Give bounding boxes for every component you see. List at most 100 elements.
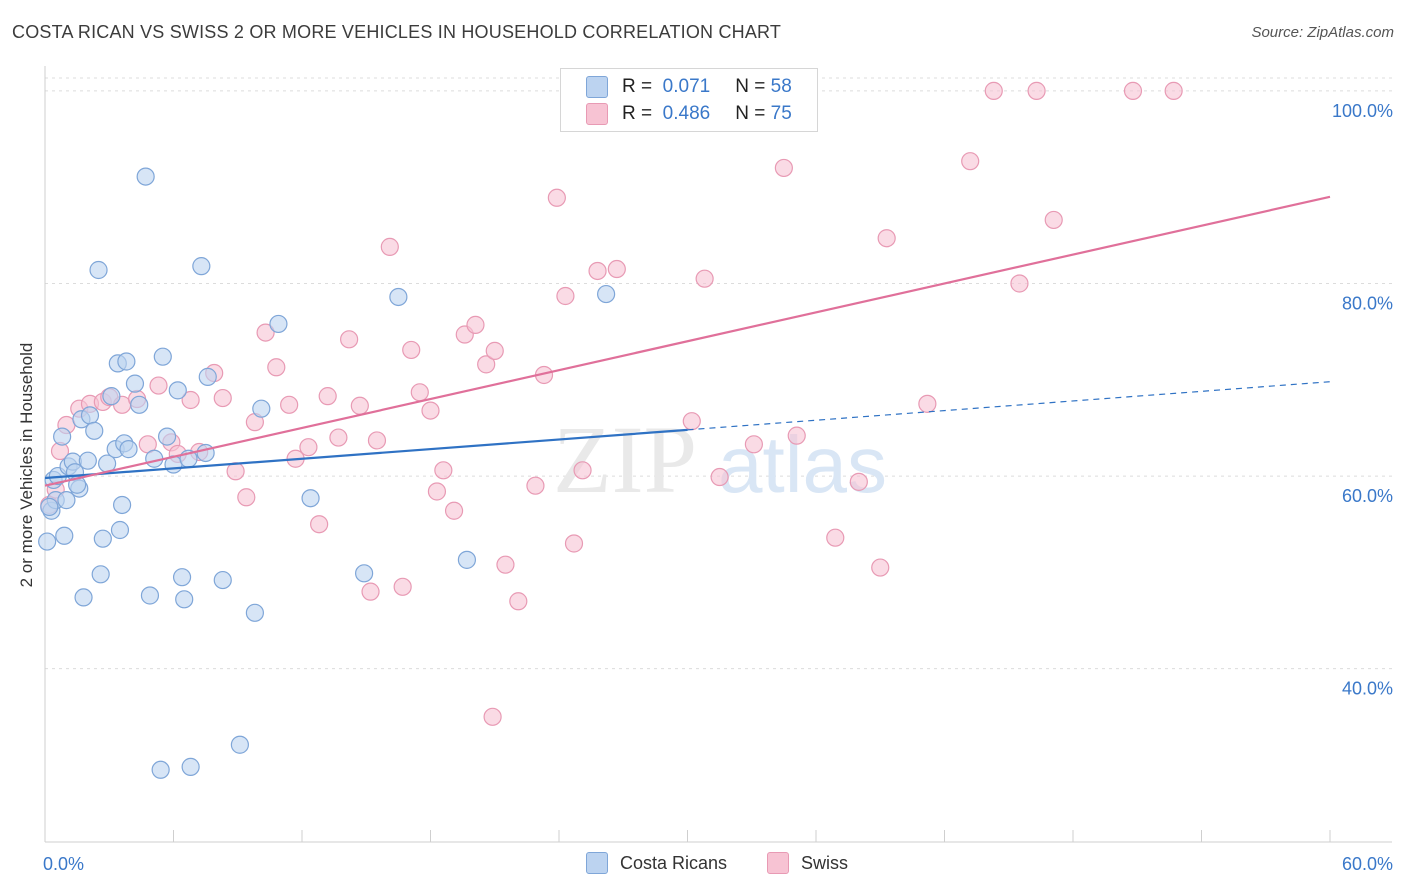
swiss-point — [267, 358, 286, 377]
swiss-point — [961, 152, 980, 171]
costa-rican-point — [157, 427, 177, 446]
costa-rican-point — [102, 387, 121, 406]
costa-rican-point — [91, 565, 110, 584]
swiss-point — [434, 461, 453, 480]
watermark: ZIP atlas — [553, 406, 887, 513]
costa-rican-point — [245, 603, 264, 622]
r-value: 0.486 — [662, 103, 711, 124]
costa-rican-point — [389, 287, 408, 307]
swiss-point — [421, 401, 440, 420]
costa-rican-point — [38, 532, 57, 551]
source-label: Source: ZipAtlas.com — [1251, 24, 1394, 41]
costa-rican-point — [55, 526, 74, 545]
swiss-point — [256, 323, 275, 342]
costa-rican-point — [153, 347, 172, 366]
costa-rican-point — [196, 443, 215, 463]
swiss-point — [564, 534, 584, 553]
swiss-point — [526, 476, 545, 495]
swiss-trend-line — [44, 195, 1331, 487]
costa-rican-point — [269, 314, 288, 334]
series-legend: Costa Ricans Swiss — [0, 852, 1406, 878]
swiss-point — [573, 461, 592, 480]
n-label: N = — [735, 76, 766, 97]
swiss-point — [340, 330, 359, 349]
swiss-point — [466, 315, 485, 334]
swiss-point — [918, 394, 937, 413]
swiss-point — [509, 592, 528, 611]
gridlines — [45, 77, 1392, 670]
swiss-point — [607, 259, 626, 279]
swiss-point — [237, 488, 256, 507]
costa-rican-point — [175, 590, 194, 609]
costa-rican-point — [125, 374, 145, 393]
swiss-point — [547, 188, 566, 207]
costa-rican-point — [213, 570, 232, 590]
costa-rican-point — [168, 381, 187, 400]
costa-rican-point — [112, 495, 132, 515]
costa-rican-point — [151, 760, 170, 779]
swiss-point — [695, 269, 714, 288]
swiss-point — [367, 431, 387, 450]
swiss-point — [871, 558, 890, 577]
chart-title: COSTA RICAN VS SWISS 2 OR MORE VEHICLES … — [12, 22, 782, 42]
r-label: R = — [622, 103, 653, 124]
swiss-point — [849, 472, 868, 491]
costa-rican-point — [93, 529, 112, 548]
legend-item-swiss[interactable]: Swiss — [767, 852, 848, 874]
swiss-point — [410, 383, 429, 402]
swiss-point — [1164, 81, 1183, 100]
swiss-point — [787, 426, 806, 445]
swiss-point — [1044, 210, 1063, 230]
costa-rican-point — [80, 406, 100, 425]
swiss-point — [427, 482, 447, 501]
costa-rican-point — [181, 757, 200, 776]
costa-rican-point — [85, 421, 104, 440]
costa-rican-point — [74, 588, 93, 607]
swiss-point — [444, 501, 464, 520]
swiss-point — [877, 229, 896, 248]
x-tick-label: 0.0% — [43, 854, 84, 874]
swiss-point — [477, 355, 496, 374]
stats-row-swiss: R = 0.486 N = 75 — [586, 101, 792, 127]
legend-label: Swiss — [801, 852, 849, 873]
costa-rican-point — [597, 284, 616, 304]
costa-rican-point — [136, 167, 155, 186]
swiss-point — [280, 395, 299, 414]
swiss-swatch — [767, 852, 789, 874]
swiss-point — [483, 707, 502, 726]
swiss-point — [380, 237, 399, 256]
swiss-point — [1010, 274, 1029, 293]
swiss-point — [1027, 81, 1046, 100]
swiss-point — [1123, 81, 1143, 100]
costa-ricans-trend-line — [44, 428, 688, 480]
stats-row-costa-ricans: R = 0.071 N = 58 — [586, 74, 792, 100]
r-value: 0.071 — [662, 76, 711, 97]
costa-rican-point — [130, 395, 149, 414]
costa-rican-point — [117, 352, 136, 371]
swiss-point — [710, 467, 729, 487]
swiss-point — [329, 428, 348, 447]
y-tick-label: 60.0% — [1342, 486, 1393, 506]
costa-rican-point — [40, 497, 59, 516]
n-label: N = — [735, 103, 766, 124]
swiss-point — [588, 261, 607, 281]
swiss-point — [310, 515, 329, 534]
r-label: R = — [622, 76, 653, 97]
swiss-point — [181, 390, 200, 410]
swiss-point — [984, 81, 1003, 100]
n-value: 75 — [770, 103, 792, 124]
costa-rican-point — [53, 427, 72, 446]
swiss-point — [149, 376, 168, 395]
costa-rican-point — [172, 568, 192, 587]
costa-rican-point — [119, 440, 138, 459]
trend-lines — [44, 195, 1331, 487]
costa-rican-point — [198, 367, 217, 386]
legend-label: Costa Ricans — [620, 852, 728, 873]
swiss-point — [402, 340, 421, 360]
swiss-point — [496, 555, 515, 574]
costa-ricans-swatch — [586, 76, 608, 98]
swiss-point — [361, 582, 380, 601]
legend-item-costa-ricans[interactable]: Costa Ricans — [586, 852, 727, 874]
swiss-swatch — [586, 103, 608, 125]
